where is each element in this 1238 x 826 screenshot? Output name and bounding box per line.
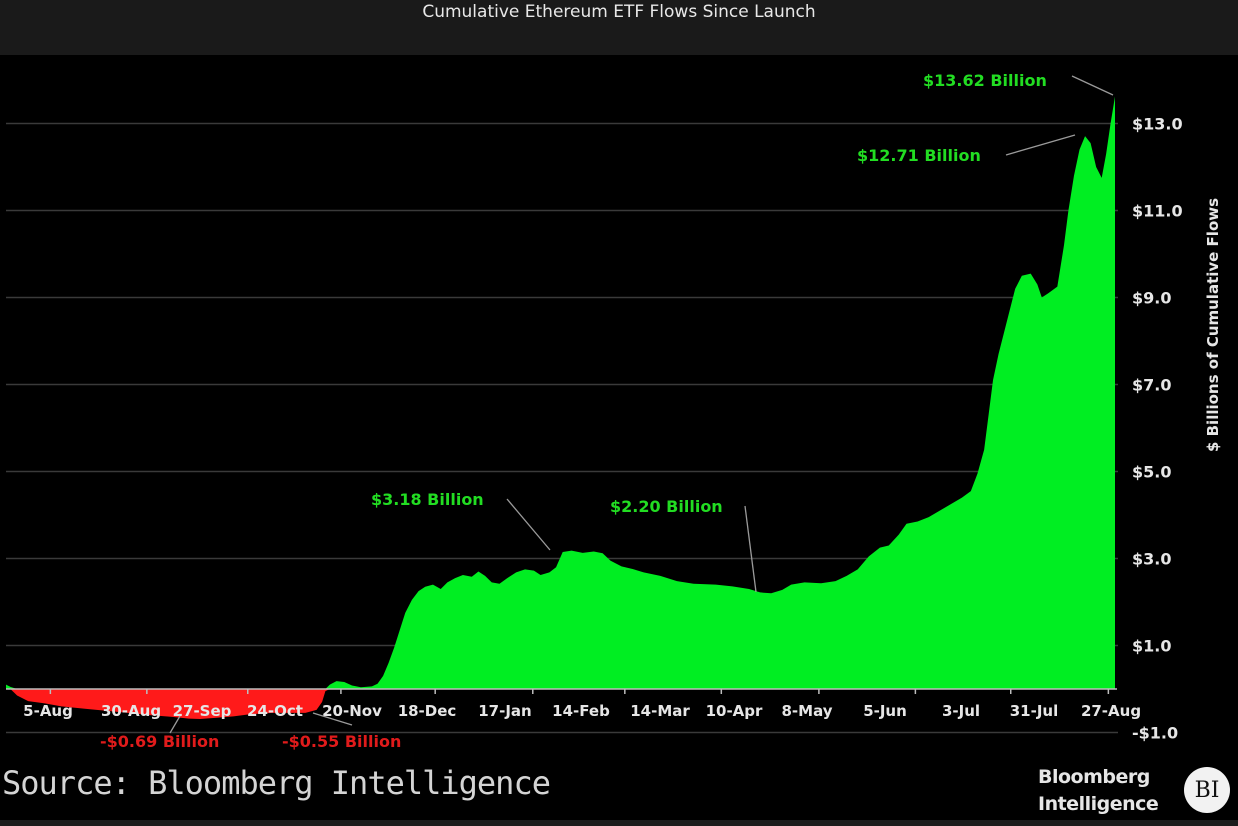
brand-line-1: Bloomberg	[1038, 766, 1150, 788]
annotation-leader-line	[169, 715, 181, 734]
x-tick-label: 24-Oct	[247, 702, 303, 720]
x-tick-label: 5-Jun	[863, 702, 907, 720]
x-axis: 5-Aug 30-Aug 27-Sep 24-Oct 20-Nov 18-Dec 17-Ja…	[6, 688, 1141, 720]
y-tick-label: $3.0	[1132, 550, 1171, 569]
y-tick-label: $11.0	[1132, 202, 1183, 221]
brand-wordmark: Bloomberg Intelligence	[1038, 764, 1159, 818]
title-bar: Cumulative Ethereum ETF Flows Since Laun…	[0, 0, 1238, 55]
annotation-label: $2.20 Billion	[610, 497, 723, 516]
cumulative-flows-chart: 5-Aug 30-Aug 27-Sep 24-Oct 20-Nov 18-Dec 17-Ja…	[6, 71, 1222, 751]
annotations: $13.62 Billion $12.71 Billion $3.18 Billio…	[100, 71, 1114, 751]
annotation-label: $13.62 Billion	[923, 71, 1047, 90]
y-axis-title: $ Billions of Cumulative Flows	[1204, 198, 1222, 452]
y-axis-labels: $13.0 $11.0 $9.0 $7.0 $5.0 $3.0 $1.0 -$1.0	[1132, 115, 1183, 743]
negative-flow-area	[6, 689, 1115, 720]
x-tick-label: 8-May	[781, 702, 832, 720]
positive-flow-area	[6, 96, 1115, 689]
annotation-label: -$0.55 Billion	[282, 732, 401, 751]
x-tick-label: 18-Dec	[398, 702, 457, 720]
chart-title: Cumulative Ethereum ETF Flows Since Laun…	[422, 2, 816, 22]
annotation-leader-line	[312, 712, 353, 726]
annotation-leader-line	[506, 498, 551, 551]
annotation-leader-line	[1071, 75, 1114, 96]
annotation-label: -$0.69 Billion	[100, 732, 219, 751]
annotation-label: $12.71 Billion	[857, 146, 981, 165]
x-tick-label: 5-Aug	[23, 702, 73, 720]
x-tick-label: 14-Mar	[630, 702, 690, 720]
annotation-label: $3.18 Billion	[371, 490, 484, 509]
x-tick-label: 14-Feb	[552, 702, 610, 720]
y-tick-label: -$1.0	[1132, 724, 1178, 743]
x-tick-label: 10-Apr	[706, 702, 763, 720]
x-tick-label: 31-Jul	[1010, 702, 1059, 720]
y-tick-label: $7.0	[1132, 376, 1171, 395]
y-tick-label: $1.0	[1132, 637, 1171, 656]
brand-line-2: Intelligence	[1038, 793, 1159, 815]
annotation-leader-line	[1005, 134, 1076, 156]
x-tick-label: 17-Jan	[478, 702, 531, 720]
source-note: Source: Bloomberg Intelligence	[2, 764, 551, 802]
annotation-leader-line	[744, 505, 757, 593]
y-tick-label: $9.0	[1132, 289, 1171, 308]
x-tick-label: 20-Nov	[322, 702, 382, 720]
bi-logo-icon: BI	[1184, 767, 1230, 813]
x-tick-label: 27-Sep	[173, 702, 232, 720]
bottom-strip	[0, 820, 1238, 826]
y-tick-label: $13.0	[1132, 115, 1183, 134]
x-tick-label: 3-Jul	[942, 702, 980, 720]
y-tick-label: $5.0	[1132, 463, 1171, 482]
x-tick-label: 27-Aug	[1081, 702, 1141, 720]
flows-area	[6, 96, 1115, 720]
x-tick-label: 30-Aug	[101, 702, 161, 720]
